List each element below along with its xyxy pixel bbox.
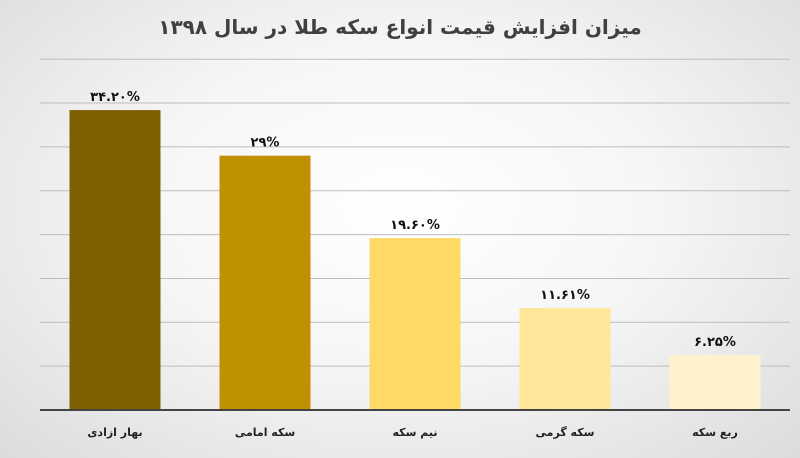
data-label: ۱۱.۶۱% — [540, 288, 590, 303]
category-label: بهار ازادی — [87, 426, 142, 439]
category-label: سکه امامی — [235, 426, 295, 439]
data-label: ۲۹% — [251, 136, 280, 151]
category-labels: بهار ازادی سکه امامی نیم سکه سکه گرمی ربع سک… — [87, 426, 738, 439]
bar — [519, 308, 611, 410]
data-label: ۶.۲۵% — [694, 335, 736, 350]
data-labels: ۳۴.۲۰% ۲۹% ۱۹.۶۰% ۱۱.۶۱% ۶.۲۵% — [90, 90, 736, 350]
category-label: سکه گرمی — [536, 426, 595, 439]
bar — [369, 238, 461, 410]
data-label: ۳۴.۲۰% — [90, 90, 140, 105]
category-label: نیم سکه — [393, 426, 438, 439]
category-label: ربع سکه — [692, 426, 738, 439]
bar — [669, 355, 761, 410]
bar — [219, 155, 311, 410]
data-label: ۱۹.۶۰% — [390, 218, 440, 233]
bar — [69, 110, 161, 410]
chart-title: میزان افزایش قیمت انواع سکه طلا در سال ۱… — [158, 15, 642, 39]
bars — [69, 110, 761, 410]
